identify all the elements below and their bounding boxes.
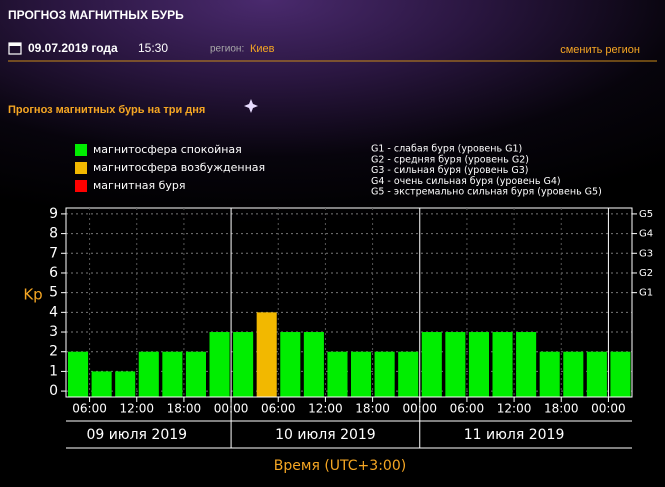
region[interactable]: Киев: [250, 43, 275, 55]
y-tick-label: 8: [49, 226, 58, 242]
y-tick-label: 6: [49, 265, 58, 281]
change-region-link[interactable]: сменить регион: [560, 44, 640, 56]
plot-frame: [65, 207, 633, 398]
legend-swatch: [75, 180, 87, 192]
g-legend-item: G1 - слабая буря (уровень G1): [371, 144, 522, 155]
bar: [233, 332, 254, 397]
legend-label: магнитная буря: [93, 179, 186, 192]
bar: [610, 351, 631, 397]
x-axis-title: Время (UTC+3:00): [274, 458, 406, 474]
x-tick-label: 12:00: [497, 402, 532, 416]
y-tick-label: 9: [49, 206, 58, 222]
y2-tick-label: G4: [639, 229, 653, 240]
y-tick-label: 7: [49, 245, 58, 261]
bar: [256, 312, 277, 397]
bar: [68, 351, 89, 397]
g-legend-item: G4 - очень сильная буря (уровень G4): [371, 176, 561, 187]
bar: [563, 351, 584, 397]
x-tick-label: 12:00: [119, 402, 154, 416]
y-tick-label: 4: [49, 304, 58, 320]
sparkle: [244, 99, 258, 113]
bar: [280, 332, 301, 397]
time: 15:30: [138, 41, 168, 55]
legend-label: магнитосфера спокойная: [93, 143, 242, 156]
y-tick-label: 2: [49, 344, 58, 360]
date: 09.07.2019 года: [28, 41, 118, 55]
y2-tick-label: G5: [639, 209, 653, 220]
bar: [91, 371, 112, 397]
bar: [516, 332, 537, 397]
legend-swatch: [75, 144, 87, 156]
page-title: ПРОГНОЗ МАГНИТНЫХ БУРЬ: [8, 8, 184, 22]
bar: [209, 332, 230, 397]
sky: [0, 0, 665, 250]
g-legend-item: G5 - экстремально сильная буря (уровень …: [371, 187, 602, 198]
bar: [351, 351, 372, 397]
x-tick-label: 12:00: [308, 402, 343, 416]
g-legend-item: G3 - сильная буря (уровень G3): [371, 165, 529, 176]
bar: [115, 371, 136, 397]
bar: [162, 351, 183, 397]
x-tick-label: 18:00: [167, 402, 202, 416]
legend-label: магнитосфера возбужденная: [93, 161, 265, 174]
bar: [421, 332, 442, 397]
bar: [185, 351, 206, 397]
g-legend-item: G2 - средняя буря (уровень G2): [371, 154, 529, 165]
bar: [138, 351, 159, 397]
bar: [539, 351, 560, 397]
y2-tick-label: G1: [639, 288, 653, 299]
bar: [586, 351, 607, 397]
x-tick-label: 06:00: [261, 402, 296, 416]
x-tick-label: 18:00: [355, 402, 390, 416]
day-label: 11 июля 2019: [464, 427, 565, 443]
y-tick-label: 3: [49, 324, 58, 340]
calendar-icon: [8, 42, 22, 55]
bar: [492, 332, 513, 397]
x-tick-label: 18:00: [544, 402, 579, 416]
bar: [445, 332, 466, 397]
region-label: регион:: [210, 44, 244, 55]
y-tick-label: 1: [49, 363, 58, 379]
y2-tick-label: G2: [639, 268, 653, 279]
bar: [327, 351, 348, 397]
x-tick-label: 00:00: [591, 402, 626, 416]
y2-tick-label: G3: [639, 248, 653, 259]
legend-swatch: [75, 162, 87, 174]
bar: [468, 332, 489, 397]
x-tick-label: 06:00: [450, 402, 485, 416]
day-label: 09 июля 2019: [86, 427, 187, 443]
x-tick-label: 06:00: [72, 402, 107, 416]
y-tick-label: 0: [49, 383, 58, 399]
bar: [374, 351, 395, 397]
day-label: 10 июля 2019: [275, 427, 376, 443]
subtitle: Прогноз магнитных бурь на три дня: [8, 104, 205, 116]
bar: [398, 351, 419, 397]
bar: [303, 332, 324, 397]
y-tick-label: 5: [49, 285, 58, 301]
y-axis-title: Kp: [23, 286, 42, 304]
